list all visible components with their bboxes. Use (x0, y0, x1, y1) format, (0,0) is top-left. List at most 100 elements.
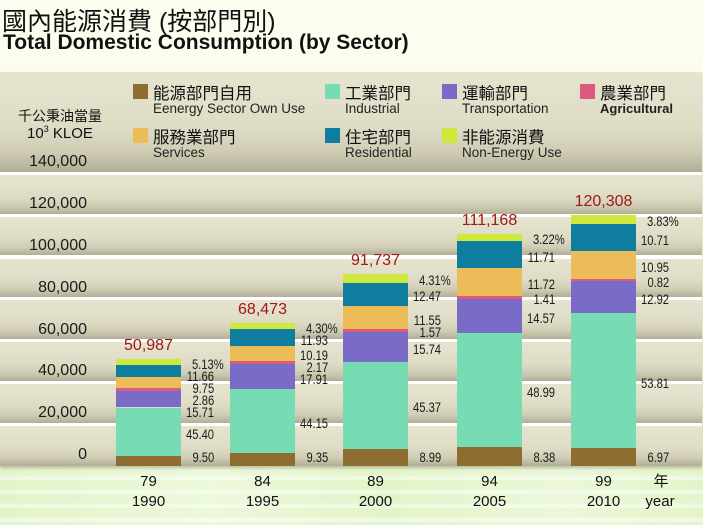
bar-segment-residential-1990 (116, 364, 181, 378)
legend-swatch-residential (325, 128, 340, 143)
value-label-energy-sector-own-use-1995: 9.35 (306, 449, 328, 465)
value-label-transportation-1990: 15.71 (185, 404, 214, 421)
legend-label-english: Industrial (345, 101, 400, 116)
value-label-residential-2000: 12.47 (412, 288, 441, 305)
value-label-industrial-1995: 44.15 (299, 415, 328, 432)
value-label-industrial-1990: 45.40 (185, 425, 214, 442)
bar-segment-services-2000 (343, 306, 408, 329)
legend-label-english: Eenergy Sector Own Use (153, 101, 306, 116)
y-tick-label: 40,000 (38, 362, 87, 380)
value-label-industrial-2005: 48.99 (526, 383, 555, 400)
bar-segment-services-1995 (230, 346, 295, 361)
x-axis-unit-chinese: 年 (653, 473, 669, 490)
value-label-non-energy-use-2000: 4.31% (419, 272, 451, 289)
value-label-agricultural-1995: 2.17 (306, 359, 328, 376)
y-tick-label: 0 (78, 446, 87, 463)
bar-segment-energy-sector-own-use-2010 (571, 448, 636, 466)
value-label-residential-1990: 11.66 (186, 368, 214, 385)
x-tick-label-roc-year: 84 (254, 473, 271, 490)
bar-segment-transportation-2000 (343, 331, 408, 362)
total-label-1995: 68,473 (238, 300, 287, 318)
y-axis-unit-exponent: 3 (43, 124, 49, 134)
legend-label-chinese: 能源部門自用 (153, 85, 252, 103)
bar-segment-services-2005 (457, 268, 522, 296)
value-label-transportation-2000: 15.74 (412, 340, 441, 357)
bar-segment-transportation-2005 (457, 298, 522, 333)
bar-segment-residential-2005 (457, 241, 522, 269)
value-label-agricultural-2000: 1.57 (419, 324, 441, 341)
y-tick-label: 80,000 (38, 278, 87, 296)
total-label-2000: 91,737 (351, 252, 400, 270)
bar-segment-agricultural-1995 (230, 360, 295, 364)
bar-segment-residential-2010 (571, 224, 636, 252)
value-label-agricultural-2005: 1.41 (533, 291, 555, 308)
legend-label-english: Non-Energy Use (462, 145, 562, 160)
bar-segment-services-1990 (116, 377, 181, 388)
legend-label-chinese: 工業部門 (345, 85, 411, 103)
y-tick-label: 120,000 (29, 195, 87, 213)
bar-segment-transportation-1990 (116, 390, 181, 408)
legend-swatch-services (133, 128, 148, 143)
value-label-non-energy-use-2010: 3.83% (647, 213, 679, 230)
y-axis-unit-base: 10 (27, 125, 44, 142)
value-label-energy-sector-own-use-2010: 6.97 (647, 449, 669, 465)
value-label-non-energy-use-1995: 4.30% (306, 319, 338, 336)
legend-swatch-non-energy-use (442, 128, 457, 143)
bar-segment-agricultural-1990 (116, 387, 181, 391)
bar-segment-energy-sector-own-use-1990 (116, 455, 181, 466)
bar-segment-non-energy-use-1995 (230, 322, 295, 330)
value-label-transportation-2005: 14.57 (526, 309, 555, 326)
value-label-residential-1995: 11.93 (300, 331, 328, 348)
value-label-energy-sector-own-use-2005: 8.38 (533, 449, 555, 465)
bar-segment-residential-1995 (230, 329, 295, 347)
bar-segment-industrial-2010 (571, 313, 636, 449)
x-tick-label-year: 2010 (586, 493, 621, 510)
x-tick-label-year: 1990 (131, 493, 166, 510)
legend-swatch-energy-sector-own-use (133, 84, 148, 99)
grid-band (0, 174, 702, 214)
x-tick-label-roc-year: 99 (595, 473, 612, 490)
value-label-services-2005: 11.72 (527, 275, 555, 292)
y-axis-unit-chinese: 千公秉油當量 (18, 108, 102, 124)
value-label-transportation-2010: 12.92 (640, 290, 669, 307)
value-label-energy-sector-own-use-1990: 9.50 (192, 449, 214, 465)
value-label-services-2000: 11.55 (413, 311, 441, 328)
y-tick-label: 60,000 (38, 320, 87, 338)
value-label-services-1995: 10.19 (299, 347, 328, 364)
bar-segment-industrial-1995 (230, 389, 295, 453)
x-tick-label-roc-year: 89 (367, 473, 384, 490)
legend-swatch-agricultural (580, 84, 595, 99)
bar-segment-energy-sector-own-use-2005 (457, 446, 522, 466)
legend-label-english: Transportation (462, 101, 549, 116)
bar-segment-non-energy-use-1990 (116, 359, 181, 365)
bar-segment-industrial-2000 (343, 361, 408, 449)
bar-segment-agricultural-2000 (343, 328, 408, 332)
legend-label-chinese: 非能源消費 (462, 129, 545, 147)
y-tick-label: 20,000 (38, 404, 87, 422)
value-label-agricultural-2010: 0.82 (647, 273, 669, 290)
bar-segment-industrial-1990 (116, 407, 181, 456)
x-tick-label-roc-year: 94 (481, 473, 498, 490)
bar-segment-non-energy-use-2000 (343, 274, 408, 283)
background-decoration (0, 466, 703, 525)
legend-swatch-transportation (442, 84, 457, 99)
total-label-2005: 111,168 (461, 211, 518, 229)
value-label-services-2010: 10.95 (640, 258, 669, 275)
x-tick-label-year: 1995 (245, 493, 280, 510)
value-label-agricultural-1990: 2.86 (192, 392, 214, 409)
chart-title-english: Total Domestic Consumption (by Sector) (3, 31, 409, 54)
bar-segment-agricultural-2010 (571, 278, 636, 281)
legend-swatch-industrial (325, 84, 340, 99)
value-label-industrial-2000: 45.37 (412, 399, 441, 416)
bar-segment-agricultural-2005 (457, 295, 522, 299)
value-label-transportation-1995: 17.91 (299, 371, 328, 388)
bar-segment-energy-sector-own-use-1995 (230, 452, 295, 466)
bar-segment-residential-2000 (343, 282, 408, 307)
bar-segment-non-energy-use-2005 (457, 233, 522, 242)
chart-title-chinese: 國內能源消費 (按部門別) (2, 8, 276, 36)
x-axis-unit-english: year (645, 493, 675, 510)
y-axis-unit-name: KLOE (48, 125, 93, 142)
value-label-energy-sector-own-use-2000: 8.99 (419, 449, 441, 465)
value-label-services-1990: 9.75 (192, 380, 214, 397)
legend-label-chinese: 農業部門 (600, 85, 666, 103)
